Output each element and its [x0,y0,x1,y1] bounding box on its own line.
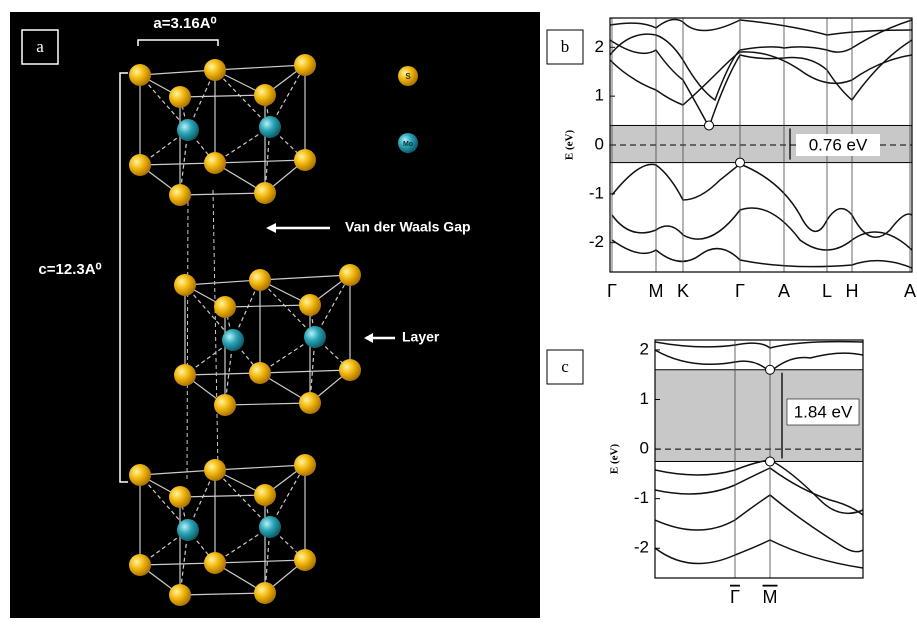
x-tick-label: H [846,281,859,301]
band-line [655,495,863,552]
sulfur-atom [294,454,316,476]
y-tick-label: 1 [595,86,604,105]
x-tick-label: Γ [730,587,740,607]
x-tick-label: M [763,587,778,607]
sulfur-atom [204,552,226,574]
sulfur-atom [254,582,276,604]
y-axis-label: E (eV) [609,444,621,475]
lattice-a: a=3.16A⁰ [153,15,216,32]
sulfur-atom [299,392,321,414]
molybdenum-atom [259,116,281,138]
cbm-point [766,365,775,374]
x-tick-label: L [822,281,832,301]
sulfur-atom [169,584,191,606]
band-line [612,240,912,268]
sulfur-atom [169,86,191,108]
vbm-point [766,457,775,466]
sulfur-atom [339,359,361,381]
band-line [655,460,863,513]
y-axis-label: E (eV) [564,130,576,161]
vbm-point [736,158,745,167]
band-line [610,20,912,100]
sulfur-atom [254,182,276,204]
molybdenum-atom [177,519,199,541]
annotation: Van der Waals Gap [345,219,471,235]
sulfur-atom [254,484,276,506]
sulfur-atom [249,362,271,384]
band-line [655,342,863,348]
y-tick-label: 0 [640,439,649,458]
panel-label: c [561,357,569,376]
sulfur-atom [249,269,271,291]
band-plots: 210-1-2ΓMKΓALHAE (eV)0.76 eV210-1-2ΓME (… [564,18,916,607]
sulfur-atom [174,274,196,296]
sulfur-atom [129,154,151,176]
x-tick-label: M [649,281,664,301]
sulfur-atom [204,152,226,174]
sulfur-atom [204,59,226,81]
x-tick-label: K [677,281,689,301]
molybdenum-atom [222,329,244,351]
lattice-c: c=12.3A⁰ [38,261,101,278]
panel-label: b [561,37,570,56]
sulfur-atom [294,54,316,76]
x-tick-label: A [778,281,790,301]
band-line [612,164,912,237]
band-line [655,540,863,568]
x-tick-label: Γ [735,281,745,301]
sulfur-atom [294,549,316,571]
x-tick-label: A [904,281,916,301]
y-tick-label: -1 [589,183,604,202]
y-tick-label: -2 [634,538,649,557]
figure: a a=3.16A⁰ c=12.3A⁰ S Mo Van der Waals G… [0,0,917,622]
annotation: Layer [402,329,440,345]
sulfur-atom [129,554,151,576]
y-tick-label: -1 [634,488,649,507]
band-line [610,52,912,105]
y-tick-label: 2 [595,37,604,56]
molybdenum-atom [259,516,281,538]
legend-label: S [405,72,411,81]
sulfur-atom [339,264,361,286]
sulfur-atom [169,486,191,508]
molybdenum-atom [177,119,199,141]
sulfur-atom [254,84,276,106]
y-tick-label: 2 [640,339,649,358]
sulfur-atom [174,364,196,386]
legend-label: Mo [403,141,413,148]
y-tick-label: -2 [589,232,604,251]
band-line [610,20,912,35]
band-line [612,208,912,250]
molybdenum-atom [304,326,326,348]
sulfur-atom [129,64,151,86]
cbm-point [705,121,714,130]
sulfur-atom [299,294,321,316]
y-tick-label: 1 [640,389,649,408]
sulfur-atom [214,394,236,416]
sulfur-atom [169,184,191,206]
page: {"panel_a": {"label": "a", "lattice_a": … [0,0,917,622]
gap-label: 0.76 eV [809,135,868,154]
sulfur-atom [129,464,151,486]
sulfur-atom [204,459,226,481]
sulfur-atom [294,149,316,171]
gap-label: 1.84 eV [794,402,853,421]
band-line [655,350,863,372]
y-tick-label: 0 [595,134,604,153]
panel-label: a [36,37,44,56]
x-tick-label: Γ [607,281,617,301]
sulfur-atom [214,296,236,318]
